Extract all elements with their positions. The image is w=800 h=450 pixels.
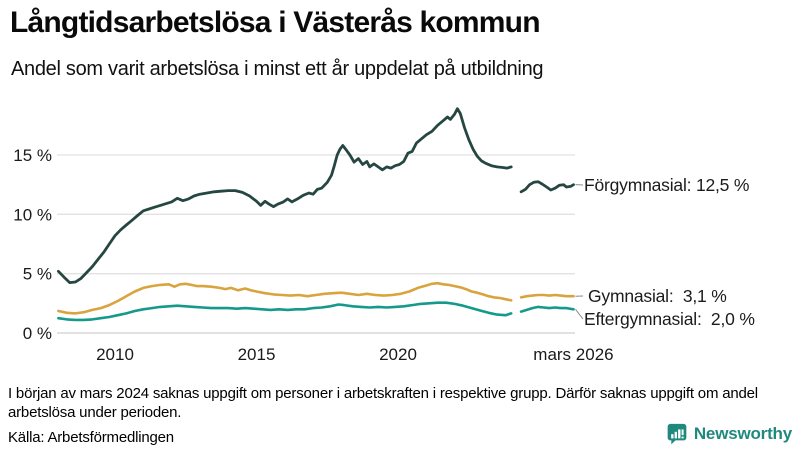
chart-title: Långtidsarbetslösa i Västerås kommun (10, 6, 541, 39)
y-tick-label: 0 % (23, 324, 52, 343)
x-tick-label: 2020 (379, 345, 417, 364)
series-end-label-eftergymnasial: Eftergymnasial: 2,0 % (584, 309, 755, 329)
series-line-eftergymnasial (519, 305, 575, 313)
source-line: Källa: Arbetsförmedlingen (8, 429, 174, 446)
series-line-gymnasial (57, 281, 513, 315)
series-line-förgymnasial (519, 180, 575, 194)
series-end-label-forgymnasial: Förgymnasial: 12,5 % (584, 175, 750, 195)
series-end-label-gymnasial: Gymnasial: 3,1 % (588, 286, 727, 306)
series-line-gymnasial (519, 293, 575, 299)
newsworthy-logo-icon (667, 423, 687, 445)
series-line-eftergymnasial (57, 301, 513, 322)
chart-footnote: I början av mars 2024 saknas uppgift om … (8, 385, 758, 421)
label-connector (575, 308, 584, 320)
y-tick-label: 15 % (13, 146, 52, 165)
y-tick-label: 10 % (13, 205, 52, 224)
x-tick-label: 2010 (96, 345, 134, 364)
x-tick-label: mars 2026 (533, 345, 613, 364)
newsworthy-logo: Newsworthy (666, 423, 792, 445)
x-tick-label: 2015 (238, 345, 276, 364)
chart-subtitle: Andel som varit arbetslösa i minst ett å… (11, 58, 544, 80)
newsworthy-logo-text: Newsworthy (693, 424, 792, 443)
y-tick-label: 5 % (23, 265, 52, 284)
series-line-förgymnasial (57, 107, 513, 285)
